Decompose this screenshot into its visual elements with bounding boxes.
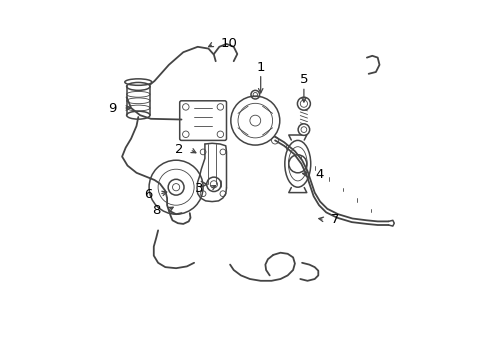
Text: 7: 7	[330, 213, 339, 226]
Text: 5: 5	[299, 73, 307, 86]
Text: 3: 3	[194, 183, 203, 195]
Text: 1: 1	[256, 61, 264, 74]
Text: 6: 6	[144, 188, 152, 201]
Circle shape	[297, 97, 310, 110]
Circle shape	[298, 124, 309, 135]
Text: 4: 4	[315, 168, 324, 181]
FancyBboxPatch shape	[179, 101, 226, 140]
Text: 10: 10	[220, 37, 237, 50]
Text: 2: 2	[174, 143, 183, 156]
Text: 8: 8	[152, 204, 160, 217]
Text: 9: 9	[108, 102, 117, 114]
